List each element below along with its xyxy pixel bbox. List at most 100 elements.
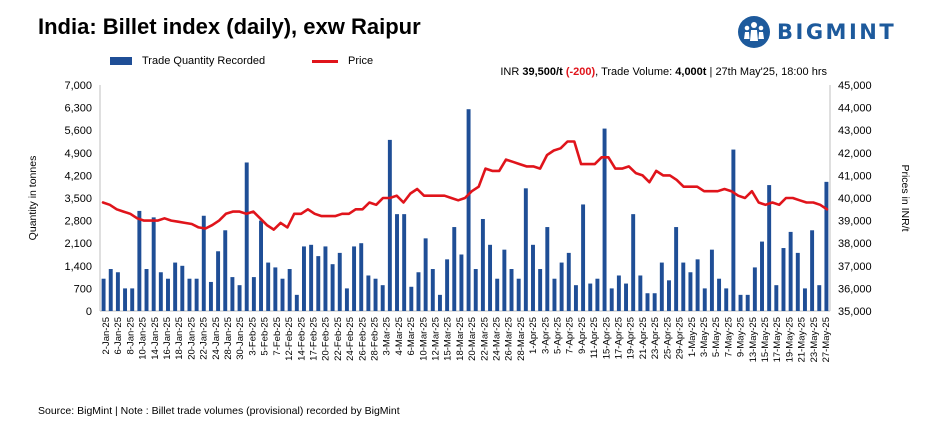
bar xyxy=(566,252,571,311)
bar xyxy=(545,227,550,311)
price-info: INR 39,500/t (-200), Trade Volume: 4,000… xyxy=(500,66,827,78)
bar xyxy=(409,286,414,311)
bar xyxy=(724,288,729,311)
bar xyxy=(459,254,464,311)
bar xyxy=(151,217,156,311)
x-tick-label: 23-May-25 xyxy=(809,317,820,362)
y2-tick-label: 45,000 xyxy=(838,80,872,92)
x-tick-label: 24-Mar-25 xyxy=(492,317,503,361)
y2-tick-label: 37,000 xyxy=(838,261,872,273)
y-tick-label: 4,900 xyxy=(64,148,92,160)
x-tick-label: 7-Apr-25 xyxy=(565,317,576,354)
chart-canvas: 0 700 1,400 2,100 2,800 3,500 4,200 4,900 5,600 6… xyxy=(27,80,911,362)
bar xyxy=(123,288,128,311)
bar xyxy=(824,181,829,311)
bar xyxy=(445,259,450,311)
bar xyxy=(201,215,206,311)
x-tick-label: 22-Mar-25 xyxy=(479,317,490,361)
x-tick-label: 12-Feb-25 xyxy=(284,317,295,361)
bar xyxy=(588,283,593,311)
x-tick-label: 25-Apr-25 xyxy=(662,317,673,359)
y2-tick-label: 40,000 xyxy=(838,193,872,205)
bar xyxy=(531,244,535,311)
bar xyxy=(488,244,493,311)
bar xyxy=(101,278,106,311)
x-tick-label: 1-Apr-25 xyxy=(528,317,539,354)
bar xyxy=(330,264,335,311)
legend-item-line: Price xyxy=(312,55,373,67)
bar xyxy=(402,214,407,311)
bar xyxy=(738,294,743,311)
x-tick-label: 10-Mar-25 xyxy=(418,317,429,361)
x-tick-label: 12-Mar-25 xyxy=(431,317,442,361)
info-price: 39,500/t xyxy=(522,66,563,78)
bar xyxy=(273,267,278,311)
bar xyxy=(795,252,800,311)
bar xyxy=(423,238,428,311)
bar xyxy=(280,278,285,311)
y-tick-label: 7,000 xyxy=(64,80,92,92)
bar xyxy=(624,283,628,311)
bar xyxy=(230,277,235,311)
x-tick-label: 21-May-25 xyxy=(797,317,808,362)
y2-tick-label: 42,000 xyxy=(838,148,872,160)
chart-title: India: Billet index (daily), exw Raipur xyxy=(38,14,421,39)
y-tick-label: 5,600 xyxy=(64,125,92,137)
bar xyxy=(115,272,120,311)
x-tick-label: 21-Apr-25 xyxy=(638,317,649,359)
y-tick-label: 1,400 xyxy=(64,261,92,273)
bar xyxy=(523,188,528,311)
legend-line-swatch xyxy=(312,59,338,63)
x-tick-label: 1-May-25 xyxy=(687,317,698,357)
x-tick-label: 27-May-25 xyxy=(821,317,832,362)
x-tick-label: 13-May-25 xyxy=(748,317,759,362)
x-tick-label: 17-Apr-25 xyxy=(614,317,625,359)
x-tick-label: 18-Mar-25 xyxy=(455,317,466,361)
bar xyxy=(595,278,600,311)
bar xyxy=(516,278,521,311)
info-volume: 4,000t xyxy=(675,66,707,78)
legend-line-label: Price xyxy=(348,55,374,67)
bar xyxy=(674,227,679,311)
bar xyxy=(781,248,786,311)
bar xyxy=(731,149,736,311)
bar xyxy=(480,218,485,311)
bar xyxy=(380,285,385,311)
y2-tick-label: 39,000 xyxy=(838,216,872,228)
bar xyxy=(760,241,764,311)
x-tick-label: 20-Mar-25 xyxy=(467,317,478,361)
x-tick-label: 17-Feb-25 xyxy=(309,317,320,361)
bar xyxy=(810,230,815,311)
bar xyxy=(223,230,228,311)
bar xyxy=(638,275,643,311)
x-tick-label: 20-Feb-25 xyxy=(321,317,332,361)
y2-tick-label: 41,000 xyxy=(838,170,872,182)
bar xyxy=(323,246,328,311)
bar xyxy=(302,246,306,311)
y-tick-label: 2,100 xyxy=(64,238,92,250)
legend-bar-label: Trade Quantity Recorded xyxy=(142,55,266,67)
x-tick-label: 5-May-25 xyxy=(711,317,722,357)
bar xyxy=(216,251,221,311)
x-tick-label: 7-Feb-25 xyxy=(272,317,283,356)
x-tick-label: 3-May-25 xyxy=(699,317,710,357)
bar xyxy=(366,275,371,311)
bar xyxy=(144,269,149,311)
bar xyxy=(573,285,578,311)
bar xyxy=(695,259,700,311)
x-tick-label: 22-Jan-25 xyxy=(199,317,210,360)
bar xyxy=(416,272,421,311)
x-tick-label: 5-Apr-25 xyxy=(553,317,564,354)
x-tick-label: 30-Jan-25 xyxy=(235,317,246,360)
bar xyxy=(581,204,586,311)
y-tick-label: 2,800 xyxy=(64,216,92,228)
x-tick-label: 16-Jan-25 xyxy=(162,317,173,360)
bar xyxy=(158,272,163,311)
bar xyxy=(452,227,457,311)
x-tick-label: 7-May-25 xyxy=(723,317,734,357)
bar xyxy=(373,278,378,311)
bar xyxy=(466,109,471,311)
bar xyxy=(294,294,299,311)
x-tick-label: 28-Feb-25 xyxy=(370,317,381,361)
x-tick-label: 24-Jan-25 xyxy=(211,317,222,360)
